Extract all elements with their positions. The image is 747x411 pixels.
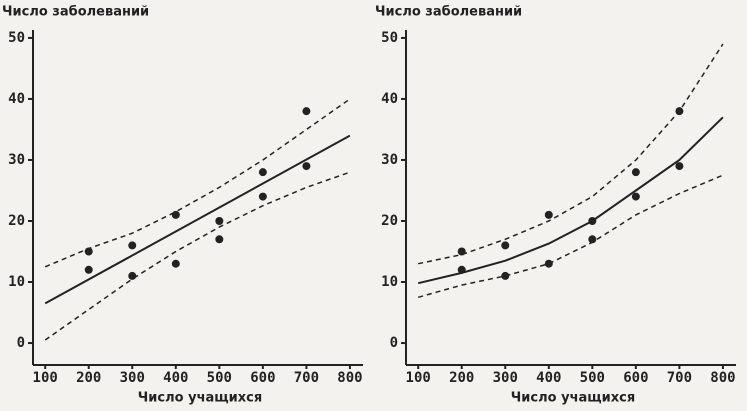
data-point [171, 259, 180, 268]
x-tick-label: 200 [449, 370, 474, 386]
y-tick-label: 30 [8, 152, 25, 168]
data-point [171, 210, 180, 219]
x-tick-label: 600 [623, 370, 648, 386]
data-point [215, 235, 224, 244]
x-tick-label: 800 [710, 370, 735, 386]
x-tick-label: 700 [667, 370, 692, 386]
confidence-band [44, 98, 351, 268]
data-point [631, 192, 640, 201]
confidence-band [417, 174, 724, 299]
data-point [84, 247, 93, 256]
x-tick-label: 100 [33, 370, 58, 386]
x-tick-label: 100 [406, 370, 431, 386]
data-point [544, 210, 553, 219]
confidence-band [44, 171, 351, 341]
y-tick-label: 10 [8, 274, 25, 290]
y-axis-label: Число заболеваний [375, 5, 522, 20]
x-tick-label: 500 [207, 370, 232, 386]
y-tick-label: 0 [17, 335, 25, 351]
y-tick-label: 10 [381, 274, 398, 290]
data-point [501, 271, 510, 280]
x-tick-label: 600 [250, 370, 275, 386]
x-tick-label: 500 [580, 370, 605, 386]
y-tick-label: 50 [381, 30, 398, 46]
x-axis-label: Число учащихся [511, 391, 635, 406]
x-tick-label: 300 [120, 370, 145, 386]
x-tick-label: 700 [294, 370, 319, 386]
x-tick-label: 800 [337, 370, 362, 386]
x-axis-label: Число учащихся [138, 391, 262, 406]
y-tick-label: 0 [390, 335, 398, 351]
data-point [302, 107, 311, 116]
data-point [215, 216, 224, 225]
x-tick-label: 400 [536, 370, 561, 386]
y-tick-label: 20 [381, 213, 398, 229]
y-tick-label: 50 [8, 30, 25, 46]
x-tick-label: 200 [76, 370, 101, 386]
data-point [302, 162, 311, 171]
fit-line [44, 134, 351, 305]
x-tick-label: 400 [163, 370, 188, 386]
data-point [675, 162, 684, 171]
x-tick-label: 300 [493, 370, 518, 386]
y-tick-label: 40 [381, 91, 398, 107]
data-point [258, 168, 267, 177]
y-tick-label: 40 [8, 91, 25, 107]
data-point [501, 241, 510, 250]
confidence-band [418, 43, 724, 265]
y-tick-label: 20 [8, 213, 25, 229]
data-point [84, 265, 93, 274]
data-point [631, 168, 640, 177]
data-point [544, 259, 553, 268]
data-point [588, 235, 597, 244]
fit-line [417, 116, 724, 285]
y-axis-label: Число заболеваний [2, 5, 149, 20]
data-point [258, 192, 267, 201]
y-tick-label: 30 [381, 152, 398, 168]
data-point [128, 241, 137, 250]
data-point [128, 271, 137, 280]
